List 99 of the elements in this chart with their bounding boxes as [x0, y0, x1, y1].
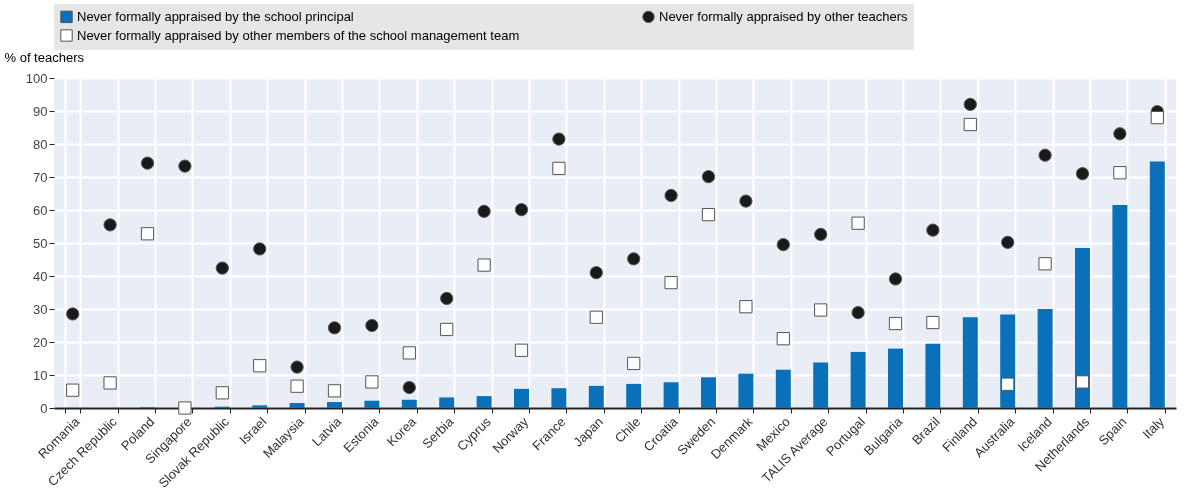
bar [1075, 247, 1090, 408]
point [1075, 375, 1090, 389]
point [1150, 110, 1164, 125]
point [440, 322, 454, 337]
point [1075, 167, 1090, 181]
bar [1112, 205, 1128, 408]
point [215, 386, 229, 400]
point [365, 375, 379, 389]
point [103, 218, 117, 232]
point [888, 272, 903, 286]
bar [327, 402, 342, 408]
y-tick-label: 60 [33, 202, 48, 218]
point [552, 132, 566, 146]
legend-label: Never formally appraised by other members of the school management team [77, 27, 520, 43]
y-tick-label: 90 [33, 103, 48, 119]
point [66, 307, 80, 321]
point [103, 376, 117, 390]
point [589, 266, 603, 280]
point [627, 252, 641, 266]
y-tick-label: 70 [33, 169, 48, 185]
point [477, 204, 491, 218]
bar [1037, 309, 1053, 408]
point [253, 242, 267, 256]
x-tick-label: Italy [1139, 413, 1168, 442]
point [701, 170, 716, 184]
bar [701, 377, 716, 408]
y-tick-label: 80 [33, 136, 48, 152]
point [739, 300, 753, 314]
point [66, 383, 80, 397]
point [140, 156, 155, 170]
y-tick-label: 0 [40, 400, 48, 416]
bar [401, 399, 417, 408]
point [627, 356, 641, 371]
bar [514, 388, 529, 408]
point [440, 291, 454, 306]
point [552, 161, 566, 176]
point [290, 379, 304, 393]
point [926, 223, 940, 237]
point [1001, 377, 1015, 391]
point [589, 310, 603, 324]
bar [925, 343, 941, 408]
bar [364, 400, 380, 408]
bar [775, 369, 791, 408]
bar [252, 405, 268, 408]
bar [476, 396, 492, 408]
point [888, 316, 903, 331]
bar [888, 348, 903, 408]
point [365, 318, 379, 333]
y-tick-label: 20 [33, 334, 48, 350]
legend-label: Never formally appraised by the school principal [77, 8, 354, 24]
bar [962, 317, 978, 408]
bar [850, 351, 866, 408]
point [178, 159, 192, 173]
point [1038, 257, 1052, 271]
bar [439, 397, 455, 408]
bar [1149, 161, 1165, 408]
point [963, 97, 977, 112]
point [963, 117, 977, 132]
y-tick-label: 30 [33, 301, 48, 317]
point [1113, 127, 1127, 141]
bar [551, 388, 567, 408]
point [701, 208, 716, 222]
point [514, 203, 529, 217]
point [851, 216, 865, 230]
y-tick-label: 40 [33, 268, 48, 284]
point [664, 188, 678, 203]
point [739, 194, 753, 208]
point [327, 321, 342, 335]
y-tick-label: 10 [33, 367, 48, 383]
point [514, 343, 529, 357]
point [215, 261, 229, 275]
bar [626, 383, 642, 408]
point [664, 275, 678, 290]
point [140, 227, 155, 241]
bar [289, 403, 305, 408]
point [178, 401, 192, 415]
point [776, 238, 790, 252]
y-axis-title: % of teachers [4, 49, 85, 65]
y-tick-label: 50 [33, 235, 48, 251]
point [327, 384, 342, 398]
point [1113, 166, 1127, 180]
y-tick-label: 100 [25, 70, 48, 86]
point [402, 380, 416, 395]
legend-label: Never formally appraised by other teachers [659, 8, 909, 24]
point [290, 360, 304, 374]
point [402, 346, 416, 360]
point [851, 306, 865, 320]
point [253, 359, 267, 373]
bar [738, 373, 754, 408]
bar [813, 362, 829, 408]
point [926, 315, 940, 330]
bar [588, 385, 604, 408]
point [1038, 148, 1052, 162]
point [814, 303, 828, 317]
bar [663, 382, 679, 408]
point [1001, 235, 1015, 249]
point [776, 332, 790, 346]
point [814, 227, 828, 242]
point [477, 258, 491, 272]
